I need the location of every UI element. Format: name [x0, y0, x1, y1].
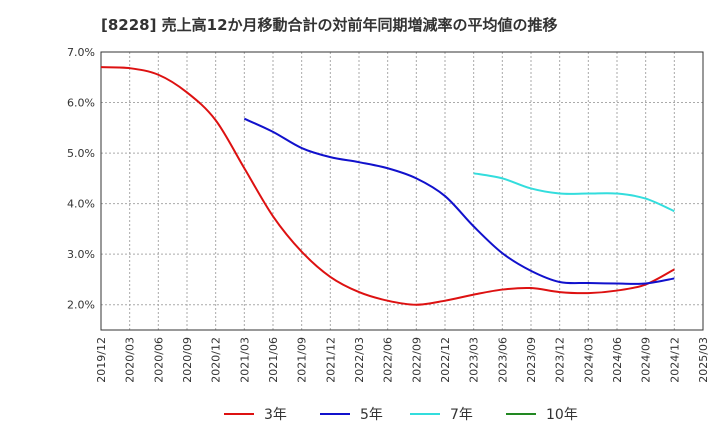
axes: 2.0% 3.0% 4.0% 5.0% 6.0% 7.0% 2019/12 2020/03 20… — [67, 46, 710, 383]
series-line-3年 — [100, 66, 675, 306]
chart-title: [8228] 売上高12か月移動合計の対前年同期増減率の平均値の推移 — [101, 16, 558, 34]
x-tick-label: 2020/06 — [152, 337, 165, 383]
x-tick-label: 2022/12 — [439, 337, 452, 383]
x-tick-label: 2023/06 — [496, 337, 509, 383]
x-tick-label: 2024/06 — [611, 337, 624, 383]
x-tick-label: 2020/09 — [181, 337, 194, 383]
x-tick-label: 2025/03 — [697, 337, 710, 383]
y-tick-label: 3.0% — [67, 248, 95, 261]
legend-label: 7年 — [450, 407, 473, 423]
series-line-5年 — [243, 117, 675, 285]
y-tick-label: 6.0% — [67, 97, 95, 110]
x-tick-label: 2021/09 — [296, 337, 309, 383]
x-tick-label: 2019/12 — [95, 337, 108, 383]
x-tick-label: 2021/06 — [267, 337, 280, 383]
x-tick-label: 2021/12 — [324, 337, 337, 383]
plot-frame — [100, 51, 704, 331]
legend-label: 10年 — [546, 407, 578, 423]
x-tick-label: 2024/09 — [640, 337, 653, 383]
x-tick-label: 2023/09 — [525, 337, 538, 383]
y-tick-label: 7.0% — [67, 46, 95, 59]
x-tick-label: 2023/12 — [554, 337, 567, 383]
x-tick-label: 2024/12 — [668, 337, 681, 383]
x-tick-label: 2020/12 — [210, 337, 223, 383]
legend: 3年 5年 7年 10年 — [224, 407, 578, 423]
series-lines — [100, 66, 675, 306]
x-tick-label: 2024/03 — [582, 337, 595, 383]
x-tick-label: 2022/03 — [353, 337, 366, 383]
legend-label: 3年 — [264, 407, 287, 423]
legend-label: 5年 — [360, 407, 383, 423]
grid-lines — [101, 51, 703, 330]
x-tick-label: 2022/06 — [382, 337, 395, 383]
x-tick-label: 2022/09 — [410, 337, 423, 383]
x-tick-label: 2021/03 — [238, 337, 251, 383]
y-tick-label: 4.0% — [67, 198, 95, 211]
x-tick-label: 2020/03 — [124, 337, 137, 383]
x-tick-label: 2023/03 — [468, 337, 481, 383]
y-tick-label: 2.0% — [67, 299, 95, 312]
series-line-7年 — [473, 172, 675, 213]
y-tick-label: 5.0% — [67, 147, 95, 160]
